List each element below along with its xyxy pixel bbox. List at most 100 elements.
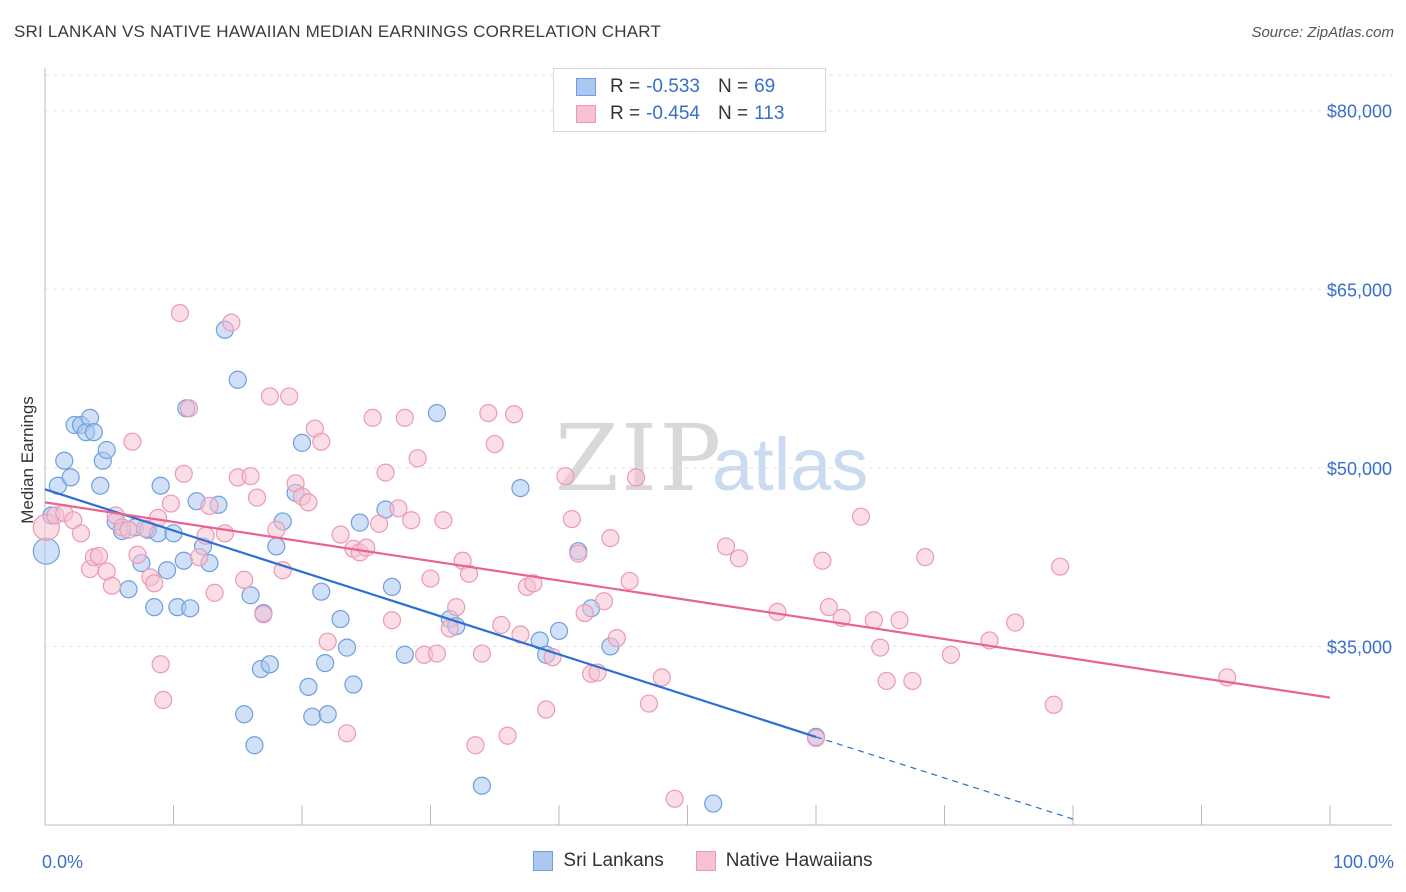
chart-title: SRI LANKAN VS NATIVE HAWAIIAN MEDIAN EAR… xyxy=(14,22,662,41)
point-native-hawaiians xyxy=(524,574,543,593)
point-native-hawaiians xyxy=(299,493,318,512)
legend-r-label: R = xyxy=(610,76,641,97)
point-native-hawaiians xyxy=(479,403,498,423)
point-sri-lankans xyxy=(97,440,116,460)
point-native-hawaiians xyxy=(174,464,193,483)
point-native-hawaiians xyxy=(537,700,556,719)
legend-n-label: N = xyxy=(717,103,749,124)
point-sri-lankans xyxy=(395,645,414,664)
point-native-hawaiians xyxy=(179,399,199,418)
point-native-hawaiians xyxy=(871,638,890,657)
legend-row-sri-lankans: R = -0.533 N = 69 xyxy=(576,75,775,99)
point-native-hawaiians xyxy=(492,615,511,635)
point-native-hawaiians xyxy=(190,548,209,567)
point-native-hawaiians xyxy=(357,538,376,557)
point-sri-lankans xyxy=(303,707,322,726)
point-sri-lankans xyxy=(331,609,350,629)
point-sri-lankans xyxy=(350,513,369,532)
point-sri-lankans xyxy=(157,561,177,580)
point-sri-lankans xyxy=(55,451,74,470)
trendline-sri-lankans xyxy=(44,488,817,738)
point-native-hawaiians xyxy=(665,789,684,808)
trendline-sri-lankans-extension xyxy=(815,736,1074,820)
y-tick-label: $50,000 xyxy=(1327,459,1392,479)
point-sri-lankans xyxy=(427,403,447,423)
y-tick-label: $80,000 xyxy=(1327,102,1392,122)
point-sri-lankans xyxy=(181,599,200,618)
point-native-hawaiians xyxy=(652,668,671,687)
trendline-native-hawaiians xyxy=(44,501,1331,699)
point-native-hawaiians xyxy=(716,537,736,556)
x-tick-label-min: 0.0% xyxy=(42,852,84,872)
bottom-legend-sri-lankans: Sri Lankans xyxy=(533,850,664,872)
y-tick-label: $65,000 xyxy=(1327,280,1392,300)
point-sri-lankans xyxy=(299,677,318,697)
point-native-hawaiians xyxy=(903,671,922,691)
point-native-hawaiians xyxy=(241,467,260,486)
point-native-hawaiians xyxy=(594,592,614,611)
point-sri-lankans xyxy=(61,468,80,487)
y-tick-label: $35,000 xyxy=(1327,637,1392,657)
point-native-hawaiians xyxy=(200,496,219,516)
y-axis-label: Median Earnings xyxy=(18,396,37,524)
point-sri-lankans xyxy=(267,537,286,556)
point-native-hawaiians xyxy=(71,524,91,543)
point-native-hawaiians xyxy=(819,598,838,617)
bottom-legend-native-hawaiians: Native Hawaiians xyxy=(695,850,873,872)
point-native-hawaiians xyxy=(890,611,909,630)
legend-row-native-hawaiians: R = -0.454 N = 113 xyxy=(576,102,784,126)
point-native-hawaiians xyxy=(466,736,485,755)
point-native-hawaiians xyxy=(247,488,267,507)
point-native-hawaiians xyxy=(569,544,588,563)
point-sri-lankans xyxy=(382,577,402,597)
legend-r-value: -0.533 xyxy=(646,76,700,97)
point-sri-lankans xyxy=(312,582,331,601)
point-native-hawaiians xyxy=(1051,557,1070,576)
point-native-hawaiians xyxy=(205,583,224,602)
point-sri-lankans xyxy=(119,580,138,599)
point-native-hawaiians xyxy=(427,644,447,663)
point-native-hawaiians xyxy=(421,569,440,588)
point-native-hawaiians xyxy=(459,564,479,583)
point-native-hawaiians xyxy=(504,405,524,424)
point-native-hawaiians xyxy=(916,548,935,567)
point-sri-lankans xyxy=(174,551,193,570)
point-sri-lankans xyxy=(260,655,279,674)
point-sri-lankans xyxy=(704,794,723,813)
watermark-zip: ZIP xyxy=(555,405,723,512)
point-sri-lankans xyxy=(228,370,247,389)
point-native-hawaiians xyxy=(128,545,147,564)
point-sri-lankans xyxy=(344,675,363,694)
point-sri-lankans xyxy=(245,736,264,755)
bottom-legend: Sri Lankans Native Hawaiians xyxy=(0,850,1406,872)
point-native-hawaiians xyxy=(877,671,896,691)
legend-box: R = -0.533 N = 69 R = -0.454 N = 113 xyxy=(553,68,826,132)
point-native-hawaiians xyxy=(235,570,254,589)
point-native-hawaiians xyxy=(575,603,594,623)
point-native-hawaiians xyxy=(498,726,517,745)
point-native-hawaiians xyxy=(119,520,138,539)
point-native-hawaiians xyxy=(1006,613,1025,632)
legend-n-label: N = xyxy=(717,76,749,97)
point-native-hawaiians xyxy=(102,576,121,595)
point-native-hawaiians xyxy=(851,507,871,526)
point-native-hawaiians xyxy=(639,694,659,713)
point-native-hawaiians xyxy=(729,549,749,568)
point-native-hawaiians xyxy=(941,645,961,664)
point-native-hawaiians xyxy=(434,511,453,530)
point-sri-lankans xyxy=(145,598,164,617)
x-tick-label-max: 100.0% xyxy=(1332,852,1394,872)
point-native-hawaiians xyxy=(447,598,466,617)
point-native-hawaiians xyxy=(136,519,155,538)
point-native-hawaiians xyxy=(620,571,639,591)
point-native-hawaiians xyxy=(440,619,459,638)
chart-source: Source: ZipAtlas.com xyxy=(1251,24,1394,41)
point-native-hawaiians xyxy=(318,632,337,651)
legend-swatch-blue xyxy=(576,78,596,96)
bottom-legend-swatch-blue xyxy=(533,851,554,871)
point-sri-lankans xyxy=(337,638,357,657)
point-native-hawaiians xyxy=(472,644,491,663)
point-native-hawaiians xyxy=(1044,695,1063,714)
point-sri-lankans xyxy=(151,476,170,495)
bottom-legend-label: Native Hawaiians xyxy=(725,850,873,871)
